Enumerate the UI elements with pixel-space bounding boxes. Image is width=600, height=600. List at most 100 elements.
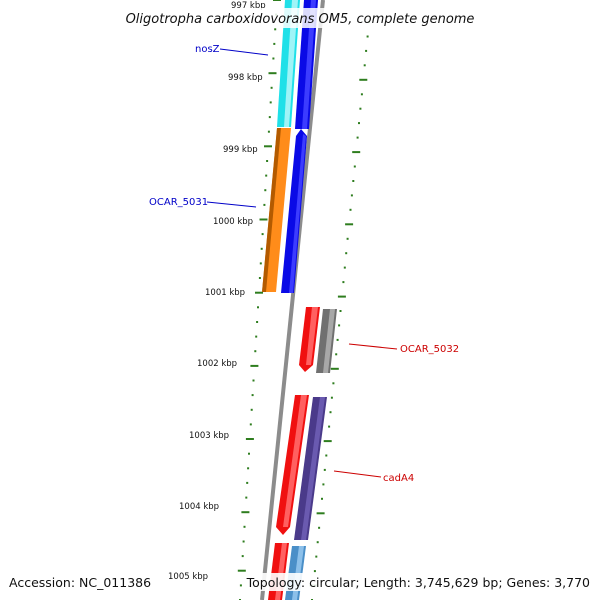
tick-mark-minor	[345, 252, 348, 255]
tick-mark-minor	[260, 247, 263, 250]
tick-mark-major	[255, 291, 263, 294]
tick-mark-minor	[269, 101, 272, 104]
tick-mark-minor	[339, 310, 342, 312]
tick-mark-minor	[313, 570, 316, 573]
gene-cada4-highlight	[301, 397, 325, 540]
gene-ocar5031-shade	[262, 128, 281, 292]
tick-mark-minor	[257, 306, 259, 309]
tick-mark-minor	[332, 382, 335, 385]
tick-mark-minor	[249, 423, 252, 426]
tick-mark-minor	[245, 496, 248, 499]
tick-mark-minor	[316, 541, 319, 544]
tick-mark-minor	[323, 468, 326, 471]
tick-mark-minor	[366, 35, 369, 38]
gene-blue-top-highlight	[302, 0, 316, 129]
genome-backbone	[260, 0, 325, 600]
tick-mark-minor	[251, 394, 254, 397]
tick-mark-major	[237, 569, 246, 572]
tick-mark-minor	[265, 174, 268, 177]
tick-mark-minor	[241, 555, 244, 558]
tick-mark-minor	[336, 338, 339, 341]
tick-mark-minor	[363, 64, 366, 67]
tick-mark-minor	[243, 525, 246, 528]
tick-mark-minor	[329, 411, 332, 414]
tick-label: 1004 kbp	[179, 502, 219, 512]
leader-ocar5031	[206, 201, 257, 208]
tick-label: 1003 kbp	[189, 431, 229, 441]
tick-mark-minor	[274, 28, 277, 31]
tick-mark-minor	[254, 350, 257, 353]
tick-mark-minor	[358, 122, 360, 125]
tick-mark-minor	[256, 321, 259, 323]
tick-mark-major	[337, 295, 346, 298]
tick-mark-minor	[321, 497, 323, 500]
tick-mark-minor	[343, 266, 346, 269]
tick-mark-minor	[261, 233, 264, 236]
tick-mark-major	[241, 511, 250, 514]
tick-label: 1000 kbp	[213, 217, 253, 227]
tick-mark-minor	[258, 277, 261, 279]
tick-mark-minor	[270, 86, 273, 89]
tick-mark-minor	[335, 353, 338, 356]
tick-labels: 997 kbp 998 kbp 999 kbp 1000 kbp 1001 kb…	[168, 1, 266, 582]
leader-nosz	[219, 48, 269, 56]
tick-mark-minor	[250, 408, 253, 411]
tick-label: 1001 kbp	[205, 288, 245, 298]
topology-text: Topology: circular; Length: 3,745,629 bp…	[246, 575, 590, 590]
tick-mark-minor	[272, 57, 275, 60]
tick-mark-minor	[267, 130, 270, 133]
tick-mark-minor	[356, 136, 359, 139]
tick-mark-minor	[242, 540, 245, 543]
leader-cada4	[333, 470, 382, 478]
tick-mark-major	[264, 145, 272, 148]
tick-mark-minor	[264, 189, 267, 192]
tick-mark-major	[316, 512, 325, 515]
tick-mark-minor	[252, 379, 255, 382]
tick-mark-minor	[350, 194, 353, 197]
tick-mark-major	[259, 218, 268, 221]
gene-label-ocar5032[interactable]: OCAR_5032	[400, 344, 459, 355]
tick-mark-major	[323, 440, 332, 443]
tick-mark-minor	[330, 396, 333, 399]
tick-mark-minor	[248, 452, 250, 455]
tick-mark-major	[250, 364, 259, 367]
gene-label-cada4[interactable]: cadA4	[383, 473, 414, 484]
gene-label-ocar5031[interactable]: OCAR_5031	[149, 197, 208, 208]
tick-mark-minor	[360, 93, 363, 96]
tick-mark-major	[268, 72, 277, 75]
tick-mark-minor	[322, 483, 325, 486]
tick-mark-minor	[342, 281, 345, 284]
gene-red-long-highlight	[283, 395, 307, 527]
tick-mark-minor	[318, 526, 321, 529]
gene-blue-lower-highlight	[289, 134, 306, 293]
topology-backdrop	[258, 573, 594, 591]
gene-nosz-highlight	[284, 0, 298, 127]
tick-mark-major	[345, 223, 354, 226]
tick-label: 1005 kbp	[168, 572, 208, 582]
tick-label: 998 kbp	[228, 73, 263, 83]
tick-mark-minor	[255, 335, 258, 338]
gene-ocar5032-highlight	[323, 309, 335, 373]
tick-mark-major	[245, 438, 254, 440]
genome-title: Oligotropha carboxidovorans OM5, complet…	[126, 12, 475, 27]
leader-ocar5032	[348, 343, 398, 350]
tick-mark-minor	[346, 237, 349, 240]
tick-mark-major	[273, 0, 281, 1]
gene-labels: nosZ OCAR_5031 OCAR_5032 cadA4	[149, 44, 459, 484]
gene-blocks	[262, 0, 337, 600]
tick-mark-minor	[259, 262, 262, 265]
tick-mark-minor	[315, 555, 318, 558]
tick-mark-minor	[359, 107, 362, 110]
accession-text: Accession: NC_011386	[9, 575, 151, 590]
tick-mark-minor	[353, 165, 356, 168]
tick-mark-minor	[365, 49, 368, 52]
title-backdrop	[110, 8, 490, 28]
tick-label: 999 kbp	[223, 145, 258, 155]
tick-mark-minor	[352, 180, 355, 182]
tick-mark-major	[359, 78, 368, 81]
gene-label-nosz[interactable]: nosZ	[195, 44, 220, 55]
tick-mark-minor	[246, 481, 249, 484]
tick-label: 1002 kbp	[197, 359, 237, 369]
tick-mark-minor	[338, 324, 341, 327]
